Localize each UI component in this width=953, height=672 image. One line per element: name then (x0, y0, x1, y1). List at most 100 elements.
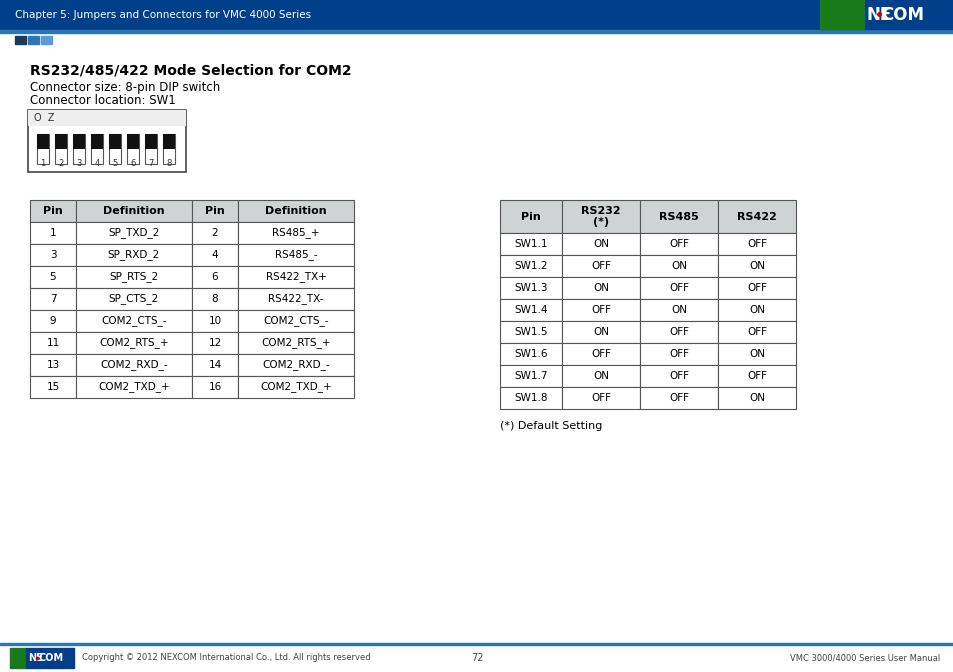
Text: Pin: Pin (205, 206, 225, 216)
Bar (145, 134, 157, 164)
Bar (718, 277, 795, 299)
Text: SW1.1: SW1.1 (514, 239, 547, 249)
Text: OFF: OFF (668, 239, 688, 249)
Text: 5: 5 (112, 159, 117, 168)
Text: 13: 13 (47, 360, 59, 370)
Bar (192, 200, 237, 222)
Bar (237, 266, 354, 288)
Bar (41, 36, 52, 44)
Text: OFF: OFF (590, 305, 610, 315)
Bar (639, 299, 718, 321)
Bar (76, 354, 192, 376)
Bar (718, 299, 795, 321)
Bar (237, 332, 354, 354)
Bar (639, 365, 718, 387)
Text: 2: 2 (58, 159, 64, 168)
Bar (561, 200, 639, 233)
Bar (499, 387, 561, 409)
Text: RS422_TX+: RS422_TX+ (265, 271, 326, 282)
Text: ON: ON (748, 349, 764, 359)
Text: NE: NE (28, 653, 43, 663)
Bar (499, 233, 561, 255)
Bar (237, 376, 354, 398)
Bar (73, 134, 85, 149)
Text: 7: 7 (50, 294, 56, 304)
Text: 5: 5 (50, 272, 56, 282)
Bar (28, 36, 39, 44)
Text: 3: 3 (76, 159, 82, 168)
Text: COM2_CTS_-: COM2_CTS_- (263, 316, 329, 327)
Bar (820, 0, 953, 29)
Bar (561, 321, 639, 343)
Bar (639, 200, 718, 233)
Bar (237, 200, 354, 222)
Text: VMC 3000/4000 Series User Manual: VMC 3000/4000 Series User Manual (789, 653, 939, 663)
Text: ON: ON (748, 305, 764, 315)
Text: OFF: OFF (668, 327, 688, 337)
Text: SW1.8: SW1.8 (514, 393, 547, 403)
Bar (561, 365, 639, 387)
Text: Definition: Definition (265, 206, 327, 216)
Bar (561, 277, 639, 299)
Bar (30, 288, 76, 310)
Bar (192, 332, 237, 354)
Bar (192, 222, 237, 244)
Bar (639, 387, 718, 409)
Text: COM2_RXD_-: COM2_RXD_- (262, 360, 330, 370)
Text: Copyright © 2012 NEXCOM International Co., Ltd. All rights reserved: Copyright © 2012 NEXCOM International Co… (82, 653, 370, 663)
Bar (76, 222, 192, 244)
Text: ON: ON (748, 393, 764, 403)
Bar (30, 354, 76, 376)
Bar (718, 365, 795, 387)
Bar (499, 255, 561, 277)
Text: RS422: RS422 (737, 212, 776, 222)
Bar (0, 30, 953, 33)
Bar (0, 0, 953, 29)
Bar (145, 134, 157, 149)
Text: COM: COM (39, 653, 64, 663)
Bar (127, 134, 139, 149)
Text: Connector location: SW1: Connector location: SW1 (30, 94, 175, 107)
Text: OFF: OFF (668, 283, 688, 293)
Bar (109, 134, 121, 164)
Bar (639, 255, 718, 277)
Bar (30, 376, 76, 398)
Bar (109, 134, 121, 149)
Bar (30, 244, 76, 266)
Bar (0, 643, 953, 645)
Text: Pin: Pin (520, 212, 540, 222)
Bar (26, 648, 74, 668)
Text: SW1.3: SW1.3 (514, 283, 547, 293)
Text: COM2_TXD_+: COM2_TXD_+ (260, 382, 332, 392)
Text: OFF: OFF (746, 239, 766, 249)
Bar (192, 310, 237, 332)
Text: RS232
(*): RS232 (*) (580, 206, 620, 227)
Text: Definition: Definition (103, 206, 165, 216)
Bar (28, 110, 186, 172)
Bar (76, 244, 192, 266)
Text: 14: 14 (208, 360, 221, 370)
Text: OFF: OFF (746, 283, 766, 293)
Bar (561, 299, 639, 321)
Text: O  Z: O Z (34, 113, 54, 123)
Text: OFF: OFF (668, 393, 688, 403)
Text: SP_RTS_2: SP_RTS_2 (110, 271, 158, 282)
Bar (73, 134, 85, 164)
Text: SW1.7: SW1.7 (514, 371, 547, 381)
Bar (718, 321, 795, 343)
Text: 6: 6 (131, 159, 135, 168)
Bar (639, 277, 718, 299)
Bar (561, 387, 639, 409)
Bar (237, 244, 354, 266)
Text: SP_TXD_2: SP_TXD_2 (109, 228, 159, 239)
Bar (718, 233, 795, 255)
Text: ON: ON (670, 261, 686, 271)
Bar (718, 200, 795, 233)
Bar (718, 343, 795, 365)
Bar (76, 200, 192, 222)
Text: ON: ON (593, 283, 608, 293)
Text: SW1.5: SW1.5 (514, 327, 547, 337)
Bar (127, 134, 139, 164)
Bar (639, 321, 718, 343)
Bar (192, 266, 237, 288)
